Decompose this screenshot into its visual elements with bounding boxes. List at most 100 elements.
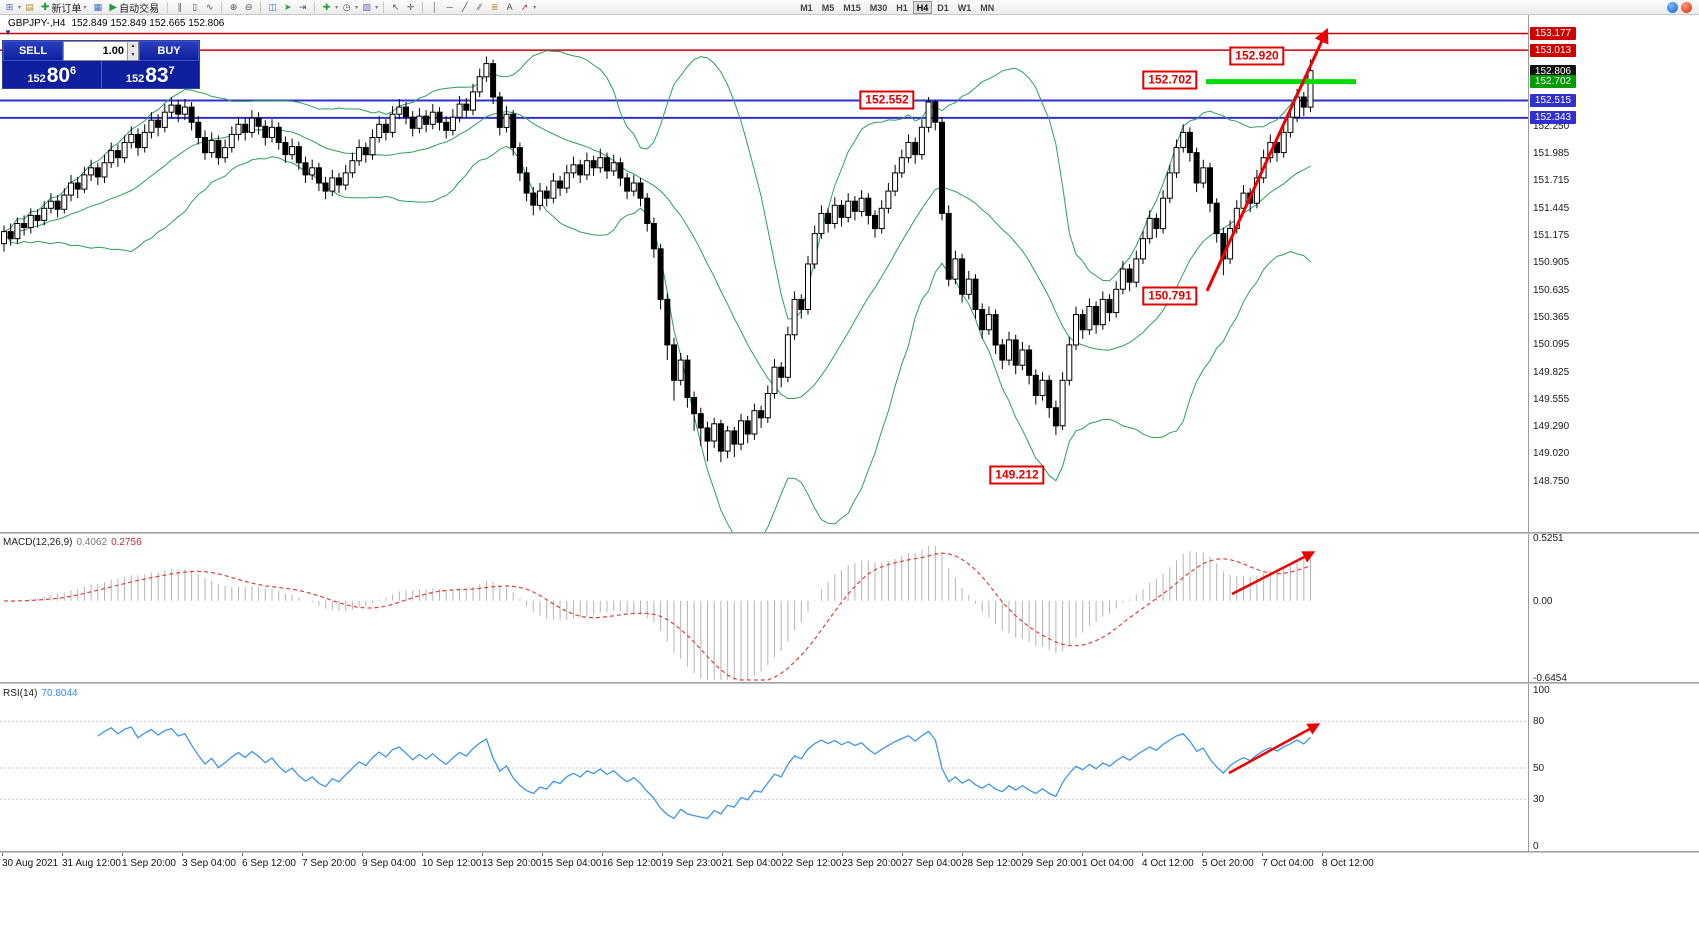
time-axis-label: 30 Aug 2021	[2, 858, 59, 869]
chart-shift-icon[interactable]: ⇥	[298, 1, 307, 12]
main-price-chart[interactable]	[0, 15, 1528, 532]
arrow-objects-icon[interactable]: ➚	[520, 1, 529, 12]
bar-chart-icon[interactable]: ∥	[177, 1, 182, 12]
auto-trading-label: 自动交易	[119, 3, 160, 15]
time-axis-label: 21 Sep 04:00	[722, 858, 782, 869]
chevron-down-icon[interactable]: ▾	[375, 4, 379, 11]
ask-main: 83	[145, 64, 169, 88]
panel-separator[interactable]	[0, 851, 1699, 853]
timeframe-m30[interactable]: M30	[869, 2, 888, 13]
macd-indicator-chart[interactable]	[0, 534, 1528, 682]
text-label-icon[interactable]: A	[506, 2, 513, 12]
quote-ohlc: 152.849 152.849 152.665 152.806	[71, 18, 225, 29]
templates-icon[interactable]: ▨	[362, 1, 371, 12]
time-axis-label: 8 Oct 12:00	[1322, 858, 1374, 869]
chart-annotations-layer: 152.920 152.702 152.552 150.791 149.212	[0, 15, 1528, 532]
chevron-down-icon[interactable]: ▾	[18, 4, 22, 11]
buy-button[interactable]: BUY	[139, 41, 199, 61]
price-annotation[interactable]: 149.212	[989, 465, 1045, 485]
rsi-indicator-chart[interactable]	[0, 684, 1528, 851]
volume-down-icon[interactable]: ▼	[128, 51, 138, 60]
crosshair-icon[interactable]: ✛	[406, 1, 415, 12]
ask-pipette: 7	[168, 65, 175, 77]
time-tick	[122, 853, 123, 856]
time-tick	[2, 853, 3, 856]
volume-value[interactable]: 1.00	[102, 45, 124, 57]
volume-field[interactable]: 1.00 ▲ ▼	[63, 41, 139, 61]
timeframe-m15[interactable]: M15	[843, 2, 861, 13]
timeframe-d1[interactable]: D1	[937, 2, 949, 13]
time-tick	[962, 853, 963, 856]
tile-windows-icon[interactable]: ◫	[268, 1, 277, 12]
one-click-trading-panel: SELL 1.00 ▲ ▼ BUY 152 80 6 152 83 7	[2, 40, 200, 89]
channel-icon[interactable]: ∕∕	[478, 2, 482, 12]
time-tick	[1322, 853, 1323, 856]
time-axis-label: 16 Sep 12:00	[602, 858, 662, 869]
time-axis-label: 22 Sep 12:00	[782, 858, 842, 869]
price-tag: 152.515	[1530, 94, 1576, 107]
timeframe-m1[interactable]: M1	[800, 2, 813, 13]
profiles-icon[interactable]: ▤	[25, 1, 34, 12]
time-axis-label: 5 Oct 20:00	[1202, 858, 1254, 869]
panel-separator[interactable]	[0, 532, 1699, 534]
line-chart-icon[interactable]: ∿	[205, 1, 214, 12]
timeframe-m5[interactable]: M5	[821, 2, 835, 13]
macd-axis-label: 0.00	[1533, 596, 1553, 607]
chart-window-icon[interactable]: ▦	[93, 1, 103, 12]
time-axis-label: 19 Sep 23:00	[662, 858, 722, 869]
auto-trading-button[interactable]: ▶ 自动交易	[106, 1, 162, 15]
time-tick	[1082, 853, 1083, 856]
sell-button[interactable]: SELL	[3, 41, 63, 61]
bid-prefix: 152	[27, 73, 46, 85]
price-axis-label: 150.635	[1533, 285, 1570, 296]
price-axis-label: 150.365	[1533, 312, 1570, 323]
timeframe-mn[interactable]: MN	[980, 2, 995, 13]
zoom-out-icon[interactable]: ⊖	[244, 1, 253, 12]
rsi-value: 70.8044	[41, 688, 78, 699]
price-annotation[interactable]: 150.791	[1142, 286, 1198, 306]
new-order-button[interactable]: ✚ 新订单 ▾	[38, 1, 89, 15]
auto-scroll-icon[interactable]: ➤	[283, 1, 292, 12]
timeframe-w1[interactable]: W1	[957, 2, 972, 13]
timeframe-h4[interactable]: H4	[912, 0, 933, 14]
horizontal-line-icon[interactable]: ─	[446, 2, 453, 12]
price-axis-label: 148.750	[1533, 476, 1570, 487]
price-annotation[interactable]: 152.920	[1229, 46, 1285, 66]
orange-circle-icon[interactable]	[1681, 1, 1692, 13]
toolbar-separator	[383, 1, 385, 13]
price-annotation[interactable]: 152.552	[859, 90, 915, 110]
timeframe-h1[interactable]: H1	[896, 2, 908, 13]
volume-up-icon[interactable]: ▲	[128, 42, 138, 51]
chevron-down-icon[interactable]: ▾	[355, 4, 359, 11]
chevron-down-icon[interactable]: ▾	[335, 4, 339, 11]
rsi-axis-label: 80	[1533, 716, 1545, 727]
new-chart-icon[interactable]: ⊞	[5, 1, 14, 12]
time-tick	[362, 853, 363, 856]
chevron-down-icon[interactable]: ▾	[533, 4, 537, 11]
fibonacci-icon[interactable]: ≣	[490, 1, 499, 12]
bid-pipette: 6	[70, 65, 77, 77]
time-scale[interactable]: 30 Aug 2021 31 Aug 12:00 1 Sep 20:00 3 Sep …	[0, 853, 1699, 873]
cursor-icon[interactable]: ↖	[391, 1, 400, 12]
candlestick-chart-icon[interactable]: ▯	[192, 1, 198, 12]
indicators-icon[interactable]: ✚	[322, 1, 331, 12]
blue-circle-icon[interactable]	[1667, 1, 1678, 13]
one-click-collapse-icon[interactable]: ▼	[4, 28, 12, 37]
trendline-icon[interactable]: ╱	[461, 1, 468, 12]
toolbar-separator	[260, 1, 262, 13]
price-annotation[interactable]: 152.702	[1142, 70, 1198, 90]
panel-separator[interactable]	[0, 682, 1699, 684]
periods-icon[interactable]: ◷	[342, 1, 351, 12]
time-axis-label: 27 Sep 04:00	[902, 858, 962, 869]
time-tick	[1022, 853, 1023, 856]
zoom-in-icon[interactable]: ⊕	[229, 1, 238, 12]
price-scale[interactable]: 152.250 151.985 151.715 151.445 151.175 150.9…	[1528, 15, 1699, 853]
toolbar-separator	[314, 1, 316, 13]
vertical-line-icon[interactable]: │	[431, 2, 438, 12]
time-axis-label: 28 Sep 12:00	[962, 858, 1022, 869]
time-axis-label: 15 Sep 04:00	[542, 858, 602, 869]
macd-axis-label: 0.5251	[1533, 533, 1564, 544]
symbol-period: GBPJPY-,H4	[8, 18, 66, 29]
macd-signal-value: 0.2756	[111, 537, 142, 548]
time-tick	[1262, 853, 1263, 856]
